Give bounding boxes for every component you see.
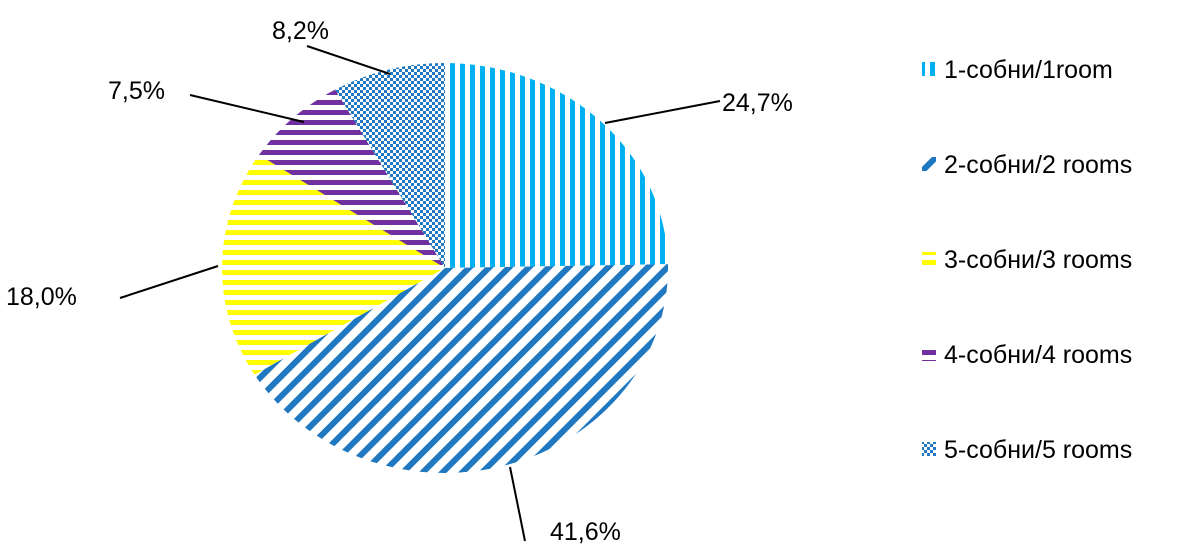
pie-slice-2 (254, 264, 668, 474)
legend-swatch-4 (922, 347, 936, 361)
data-label-1: 24,7% (722, 89, 793, 117)
legend-swatch-2 (922, 157, 936, 171)
pie-slice-5 (335, 63, 445, 268)
leader-line-4 (189, 94, 305, 123)
legend-label-1: 1-собни/1room (944, 56, 1113, 84)
leader-line-2 (509, 466, 526, 542)
data-label-2: 41,6% (550, 518, 621, 546)
data-label-3: 18,0% (6, 283, 77, 311)
legend: 1-собни/1room 2-собни/2 rooms 3-собни/3 ro… (922, 56, 1132, 464)
legend-label-4: 4-собни/4 rooms (944, 341, 1132, 369)
legend-label-2: 2-собни/2 rooms (944, 151, 1132, 179)
data-label-5: 8,2% (272, 17, 329, 45)
pie-slice-1 (445, 63, 668, 268)
legend-swatch-5 (922, 442, 936, 456)
pie-slice-3 (222, 154, 445, 375)
leader-line-3 (119, 265, 219, 299)
data-label-4: 7,5% (108, 77, 165, 105)
legend-swatch-3 (922, 252, 936, 266)
pie-slice-4 (259, 89, 445, 268)
legend-label-5: 5-собни/5 rooms (944, 436, 1132, 464)
legend-label-3: 3-собни/3 rooms (944, 246, 1132, 274)
legend-swatch-1 (922, 62, 936, 76)
leader-line-1 (604, 100, 721, 124)
leader-line-5 (306, 45, 391, 75)
